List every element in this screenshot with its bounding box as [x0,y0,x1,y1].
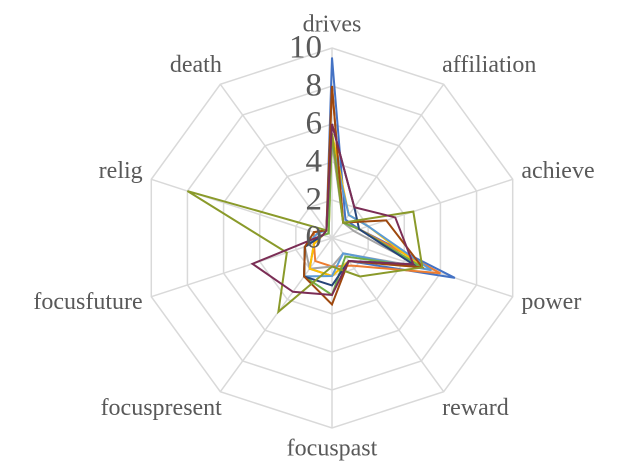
tick-label: 0 [306,220,323,256]
tick-label: 4 [306,144,323,180]
category-label: death [170,52,222,78]
tick-label: 6 [306,106,323,142]
spoke [151,237,333,298]
spoke [331,237,445,393]
category-label: achieve [521,158,594,184]
spoke [219,237,333,393]
category-label: power [521,289,581,315]
category-label: drives [303,12,362,38]
category-label: focuspast [287,436,378,462]
spoke [331,83,445,239]
category-label: reward [442,395,509,421]
category-label: relig [99,158,143,184]
tick-label: 8 [306,68,323,104]
series-line [250,123,415,297]
category-label: focusfuture [33,289,142,315]
category-label: affiliation [442,52,536,78]
tick-label: 10 [289,30,322,66]
spoke [331,178,513,239]
category-label: focuspresent [101,395,223,421]
series-line [303,85,425,307]
tick-label: 2 [306,182,323,218]
spoke [151,178,333,239]
spoke [219,83,333,239]
